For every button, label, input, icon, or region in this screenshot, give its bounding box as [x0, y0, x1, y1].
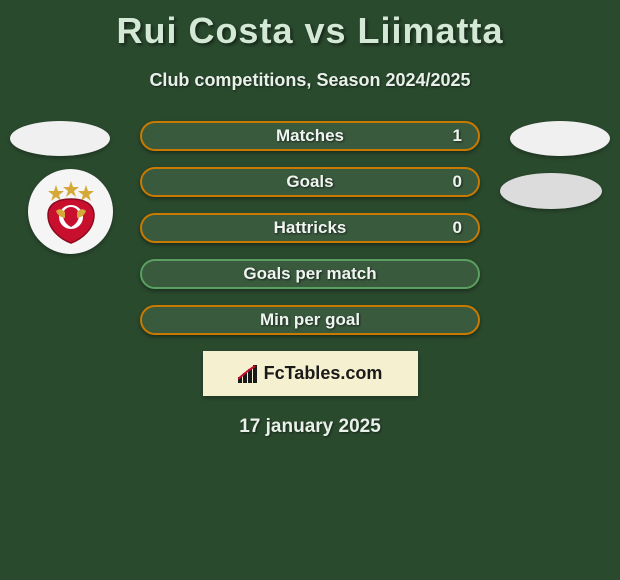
brand-text: FcTables.com	[264, 363, 383, 384]
comparison-subtitle: Club competitions, Season 2024/2025	[0, 70, 620, 91]
stat-bar-min-per-goal: Min per goal	[140, 305, 480, 335]
stat-value: 0	[453, 172, 462, 192]
stat-bar-hattricks: Hattricks 0	[140, 213, 480, 243]
stat-bar-matches: Matches 1	[140, 121, 480, 151]
player-left-avatar	[10, 121, 110, 156]
stat-bar-goals-per-match: Goals per match	[140, 259, 480, 289]
comparison-content: Matches 1 Goals 0 Hattricks 0 Goals per …	[0, 121, 620, 438]
club-left-logo	[28, 169, 113, 254]
bar-chart-icon	[238, 365, 260, 383]
stat-label: Matches	[276, 126, 344, 146]
comparison-title: Rui Costa vs Liimatta	[0, 0, 620, 52]
stat-label: Goals	[286, 172, 333, 192]
benfica-shield-icon	[36, 177, 106, 247]
brand-logo-box: FcTables.com	[203, 351, 418, 396]
stat-bars: Matches 1 Goals 0 Hattricks 0 Goals per …	[140, 121, 480, 335]
club-right-logo	[500, 173, 602, 209]
stat-bar-goals: Goals 0	[140, 167, 480, 197]
stat-value: 0	[453, 218, 462, 238]
stat-label: Hattricks	[274, 218, 347, 238]
stat-label: Goals per match	[243, 264, 376, 284]
stat-label: Min per goal	[260, 310, 360, 330]
stat-value: 1	[453, 126, 462, 146]
brand-logo: FcTables.com	[238, 363, 383, 384]
player-right-avatar	[510, 121, 610, 156]
comparison-date: 17 january 2025	[0, 416, 620, 438]
